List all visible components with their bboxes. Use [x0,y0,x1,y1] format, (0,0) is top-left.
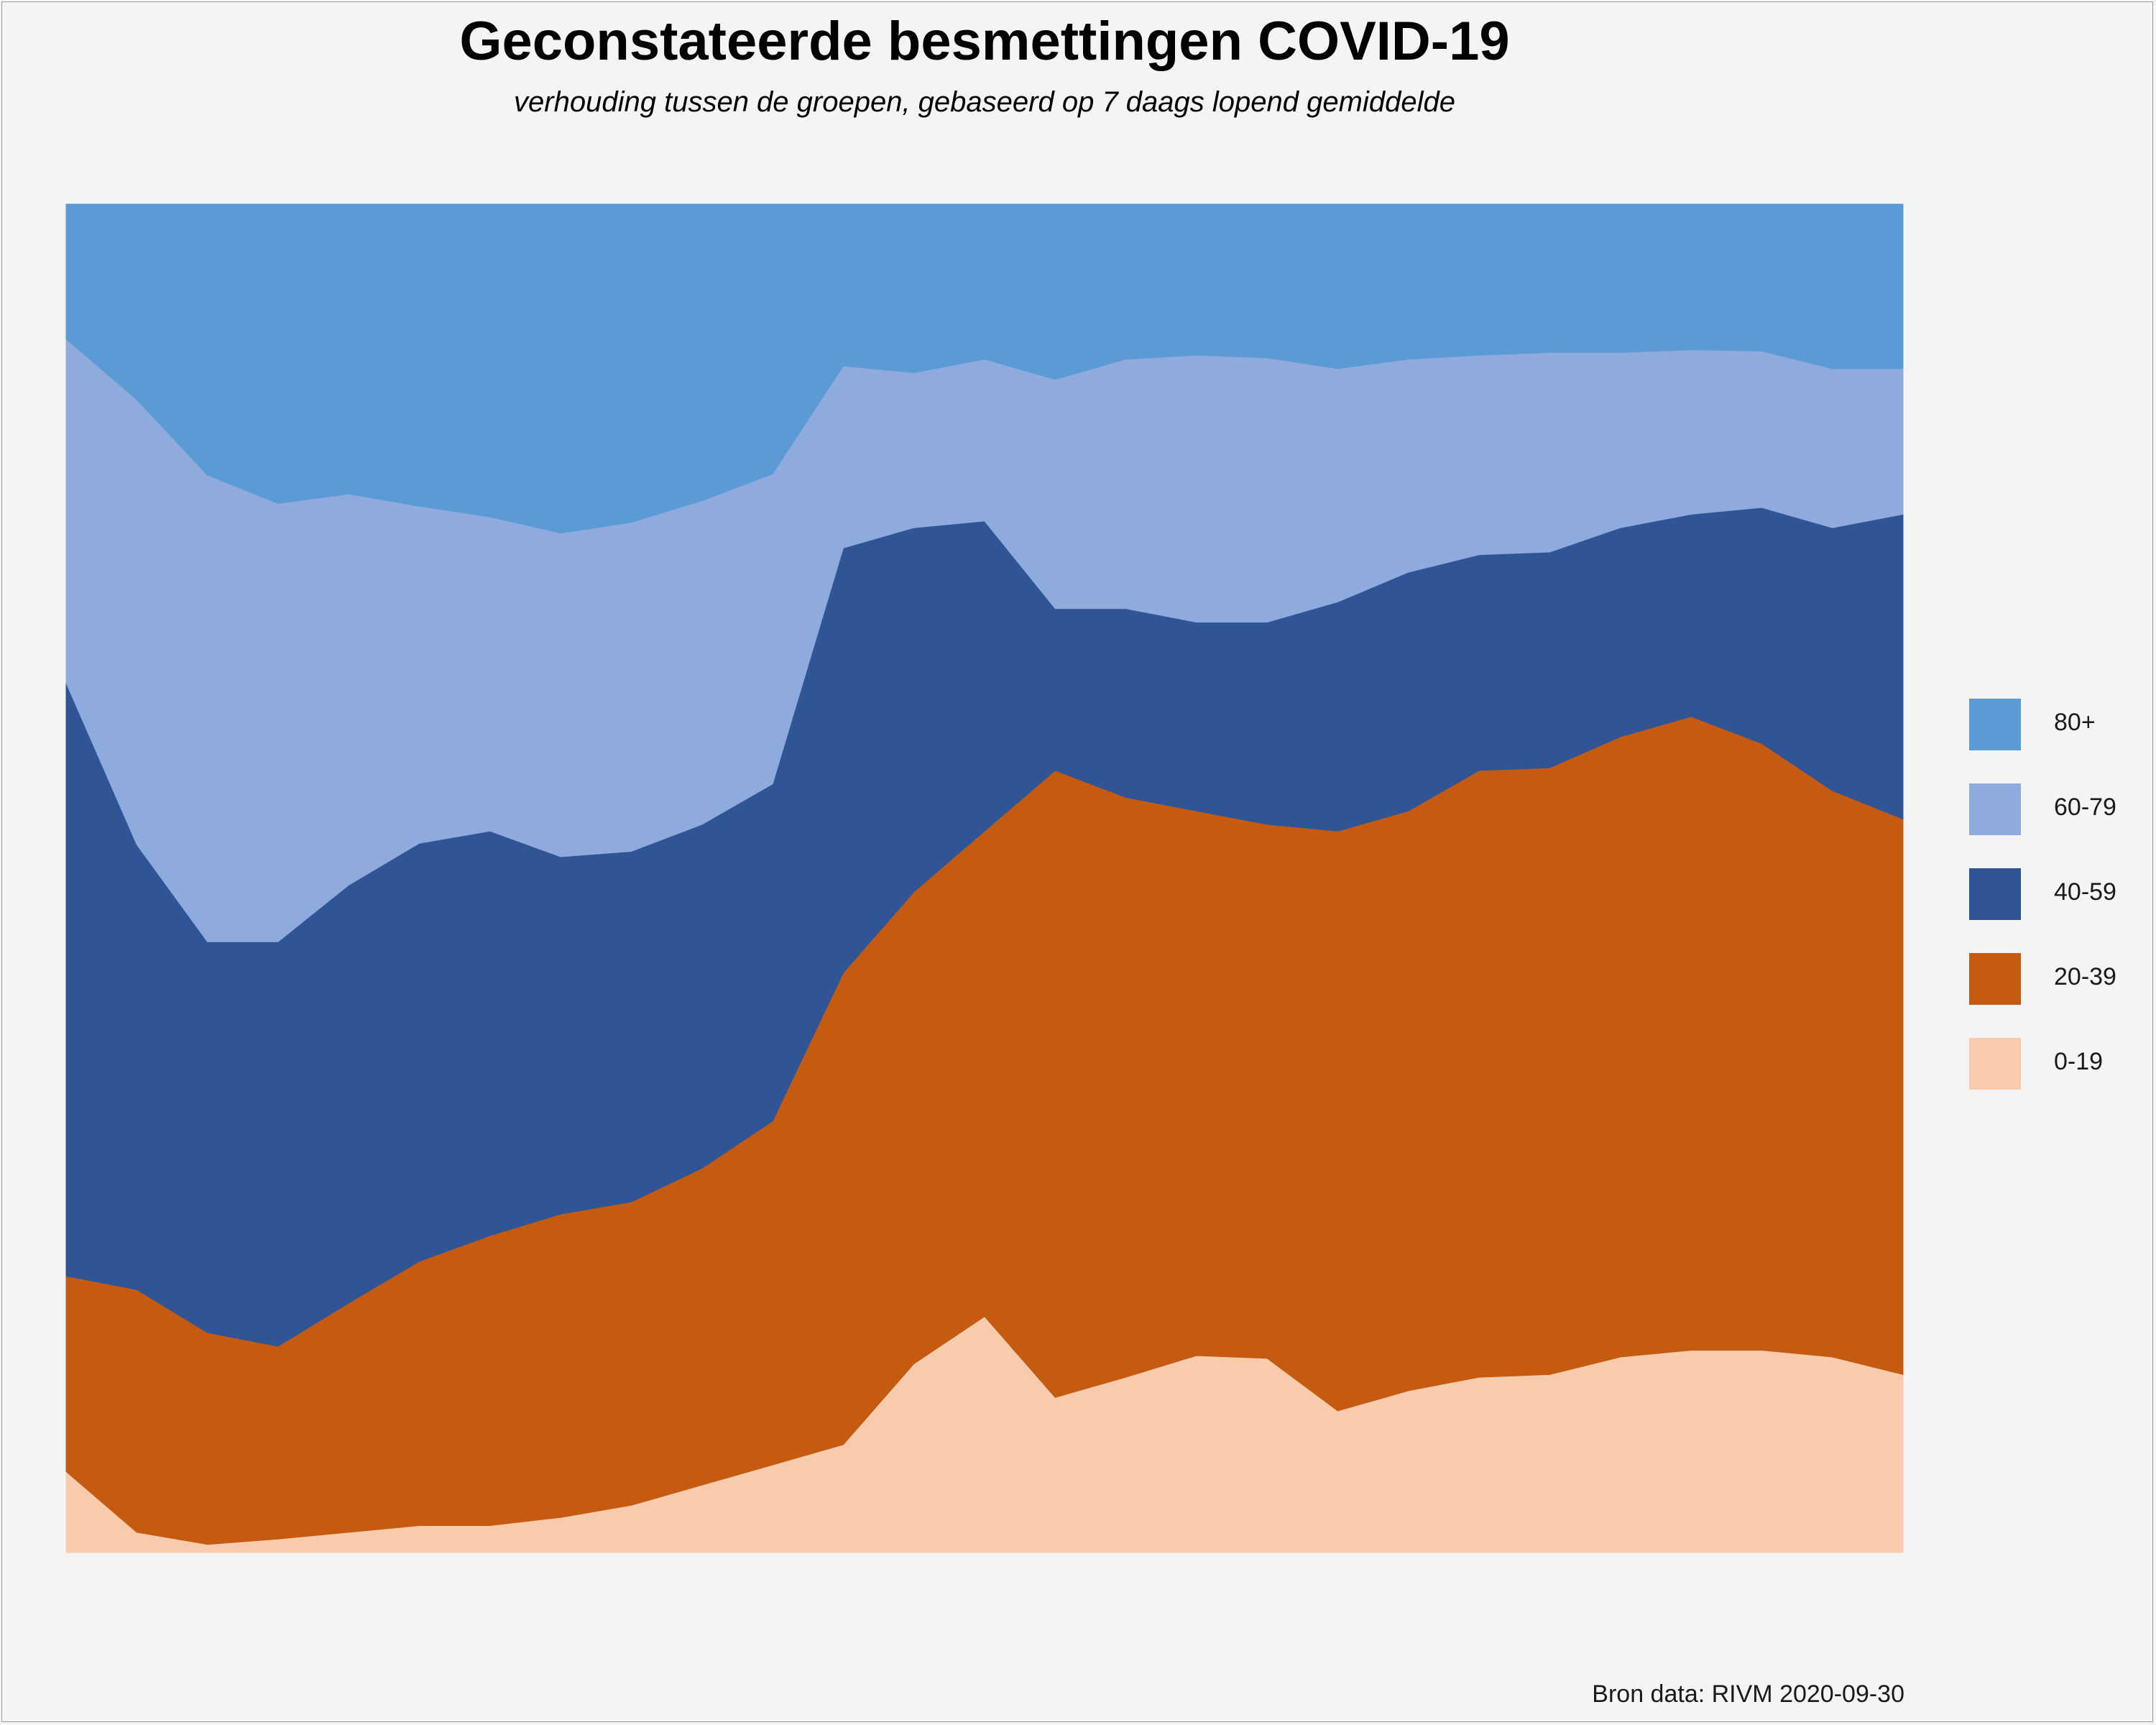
chart-subtitle: verhouding tussen de groepen, gebaseerd … [514,86,1455,118]
source-caption: Bron data: RIVM 2020-09-30 [1592,1680,1904,1708]
legend-swatch [1969,953,2021,1005]
legend-swatch [1969,699,2021,750]
legend-swatch [1969,783,2021,835]
chart-title: Geconstateerde besmettingen COVID-19 [459,11,1510,72]
legend-item-20-39: 20-39 [1969,949,2142,1034]
legend-item-80+: 80+ [1969,694,2142,779]
area-series-80+ [65,203,1904,534]
legend-label: 80+ [2054,709,2096,736]
legend-item-60-79: 60-79 [1969,779,2142,864]
legend-label: 40-59 [2054,878,2116,906]
legend: 80+ 60-79 40-59 20-39 0-19 [1969,694,2142,1118]
legend-item-40-59: 40-59 [1969,864,2142,949]
legend-item-0-19: 0-19 [1969,1034,2142,1118]
legend-label: 0-19 [2054,1048,2104,1075]
legend-label: 60-79 [2054,794,2116,821]
legend-swatch [1969,1038,2021,1090]
legend-swatch [1969,868,2021,920]
legend-label: 20-39 [2054,963,2116,990]
